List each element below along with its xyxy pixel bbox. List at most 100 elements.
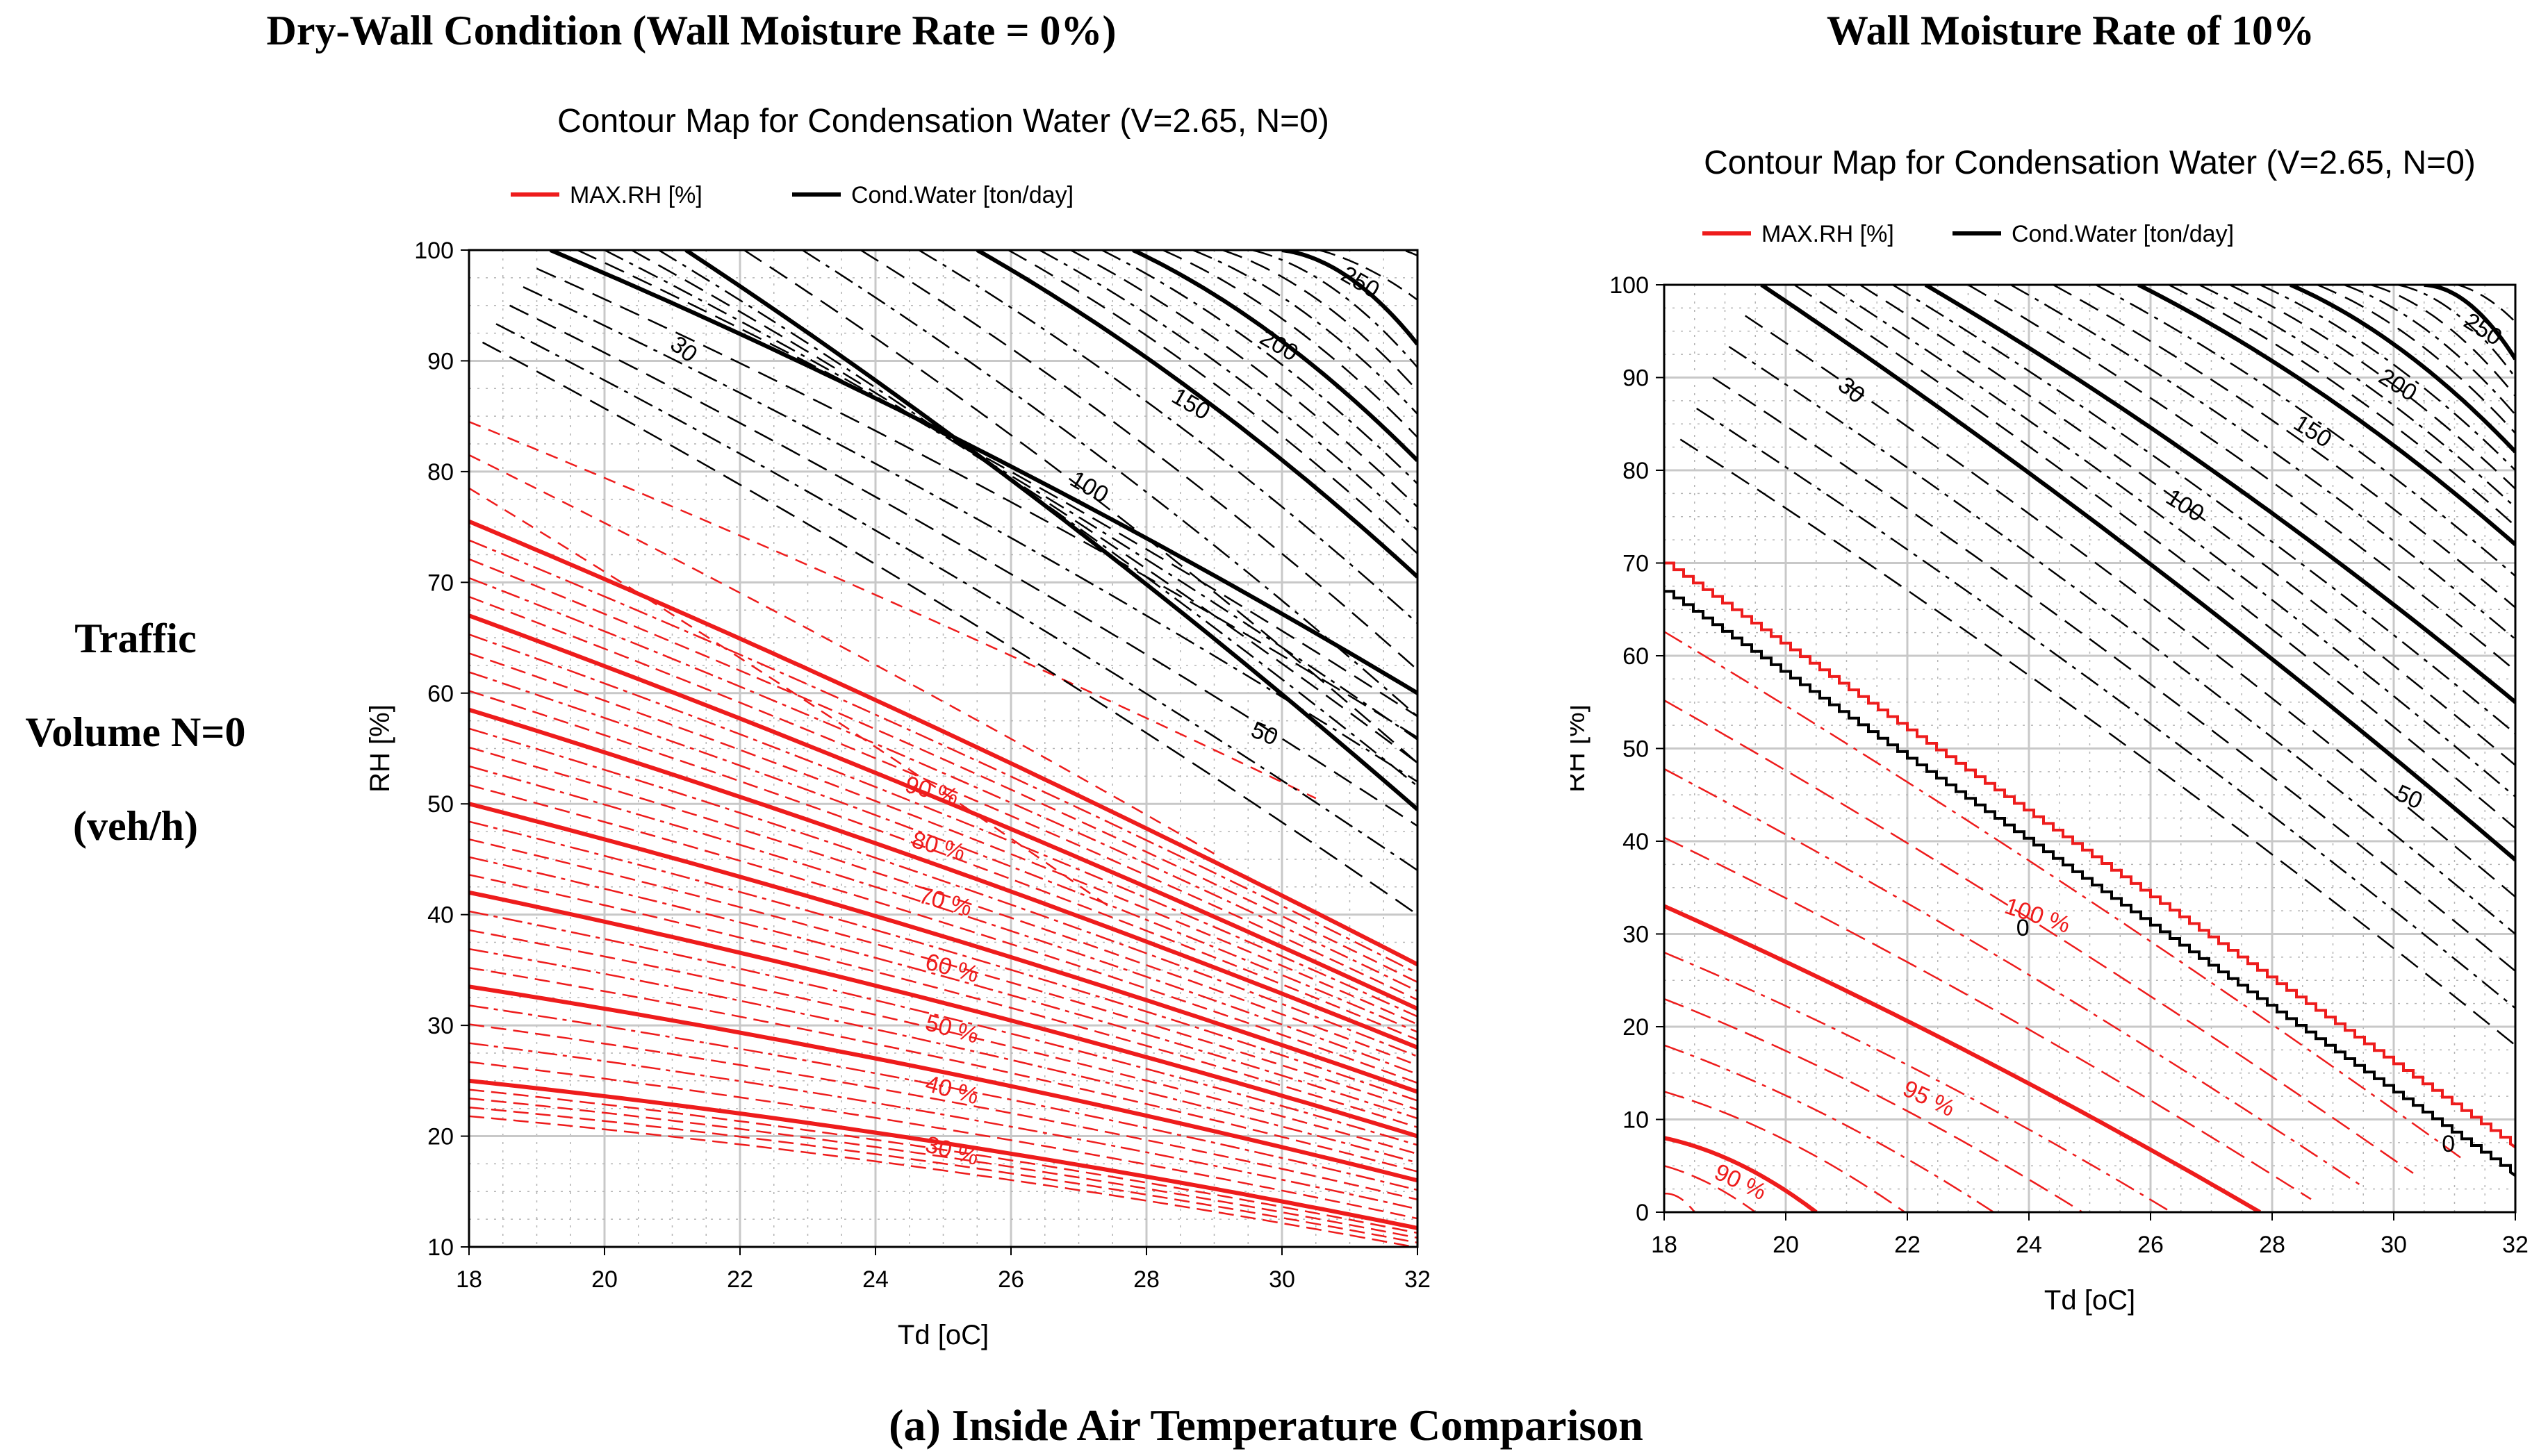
y-tick-label: 0 — [1636, 1200, 1649, 1226]
x-tick-label: 20 — [1773, 1232, 1799, 1258]
contour-black-minor — [1356, 250, 1417, 257]
axis-ticks: 18 20 22 24 26 28 30 32 10 20 30 40 50 60 70 80 90 100 — [414, 238, 1431, 1293]
panel-title-right: Wall Moisture Rate of 10% — [1826, 8, 2315, 53]
chart-title: Contour Map for Condensation Water (V=2.… — [557, 103, 1329, 140]
contour-red-minor — [469, 420, 1317, 800]
contour-black-150 — [2290, 285, 2515, 454]
contour-red-minor — [469, 910, 1417, 1146]
contour-red-60 — [469, 802, 1417, 1094]
x-tick-label: 24 — [862, 1266, 889, 1293]
contour-red-minor — [469, 1004, 1417, 1191]
y-tick-label: 50 — [427, 791, 454, 818]
y-tick-label: 70 — [1622, 551, 1649, 577]
contour-black-minor — [1712, 377, 2515, 972]
contour-black-30 — [1760, 285, 2515, 861]
x-axis-label: Td [oC] — [2044, 1285, 2135, 1316]
x-tick-label: 18 — [456, 1266, 482, 1293]
contour-red-minor — [469, 1106, 1417, 1244]
contour-red-minor — [469, 948, 1417, 1164]
contour-red-minor — [469, 595, 1417, 1001]
grid — [1663, 283, 2517, 1214]
legend-label-max-rh: MAX.RH [%] — [1761, 221, 1894, 247]
x-tick-label: 24 — [2016, 1232, 2042, 1258]
x-tick-label: 22 — [727, 1266, 753, 1293]
x-axis-label: Td [oC] — [898, 1320, 989, 1350]
y-tick-label: 10 — [1622, 1107, 1649, 1134]
contour-red-minor — [1664, 998, 2083, 1212]
contour-black-minor — [2515, 248, 2524, 285]
y-tick-label: 30 — [427, 1013, 454, 1039]
contour-black-minor — [1696, 407, 2515, 1009]
contour-red-minor — [469, 634, 1417, 1018]
contour-red-minor — [469, 558, 1417, 984]
contour-black-100 — [976, 250, 1417, 579]
contour-red-minor — [469, 671, 1417, 1033]
contour-label: 50 — [2392, 780, 2426, 815]
x-tick-label: 30 — [1269, 1266, 1295, 1293]
contour-red-minor — [469, 652, 1417, 1025]
contour-black-minor — [631, 250, 1417, 764]
contour-black-minor — [523, 286, 1417, 783]
contour-black-minor — [1251, 250, 1417, 368]
y-tick-label: 20 — [427, 1124, 454, 1150]
contour-red-minor — [469, 690, 1417, 1041]
contour-black-minor — [2168, 285, 2515, 527]
contour-black-minor — [1070, 250, 1417, 508]
contour-label: 60 % — [923, 948, 982, 988]
contour-red-minor — [469, 454, 1215, 855]
contour-red-minor — [469, 1098, 1417, 1239]
y-tick-label: 100 — [414, 238, 454, 264]
contour-black-minor — [1745, 315, 2515, 898]
contour-black-minor — [2229, 285, 2515, 490]
contour-red-70 — [469, 707, 1417, 1050]
contour-black-minor — [802, 250, 1417, 718]
contour-red-40 — [469, 984, 1417, 1183]
contour-red-minor — [1664, 836, 2312, 1200]
contour-black-30 — [549, 250, 1417, 695]
contour-red-90 — [1664, 1136, 1818, 1212]
y-tick-label: 80 — [427, 459, 454, 486]
legend: MAX.RH [%] Cond.Water [ton/day] — [1702, 221, 2234, 247]
x-tick-label: 20 — [591, 1266, 618, 1293]
contour-black-minor — [604, 250, 1417, 741]
contour-red-minor — [469, 929, 1417, 1155]
contour-black-minor — [1826, 285, 2515, 797]
y-tick-label: 50 — [1622, 736, 1649, 763]
contour-black-minor — [1162, 250, 1417, 438]
x-tick-label: 32 — [2502, 1232, 2529, 1258]
contour-black-minor — [1039, 250, 1417, 531]
contour-label: 100 % — [2001, 893, 2073, 938]
contour-red-minor — [1664, 1091, 1906, 1212]
contour-black-minor — [2457, 285, 2515, 323]
contour-black-minor — [536, 267, 1417, 738]
y-tick-label: 60 — [427, 681, 454, 707]
contour-label: 0 — [2442, 1131, 2455, 1157]
contour-black-minor — [1967, 285, 2515, 672]
contour-red-minor — [469, 1115, 1417, 1247]
contour-black-0 — [1664, 590, 2515, 1177]
contour-red-100 — [1664, 561, 2515, 1149]
contour-black-minor — [1393, 250, 1395, 251]
contour-black-minor — [2053, 285, 2515, 609]
contour-black-minor — [658, 250, 1417, 787]
contour-black-minor — [495, 323, 1417, 871]
contour-black-minor — [482, 341, 1417, 916]
y-axis-label: RH [%] — [365, 704, 395, 793]
contour-black-minor — [743, 250, 1417, 764]
contour-red-minor — [469, 784, 1417, 1084]
legend-label-cond-water: Cond.Water [ton/day] — [851, 182, 1074, 208]
contour-label: 100 — [2161, 484, 2208, 527]
x-tick-label: 28 — [2259, 1232, 2285, 1258]
contour-label: 150 — [2289, 410, 2336, 453]
contour-label: 0 — [2016, 915, 2030, 941]
contour-red-minor — [469, 1023, 1417, 1201]
contour-black-100 — [2137, 285, 2515, 547]
contour-red-minor — [469, 765, 1417, 1075]
contour-black-minor — [1192, 250, 1417, 415]
contour-red-minor — [469, 727, 1417, 1057]
legend-label-cond-water: Cond.Water [ton/day] — [2012, 221, 2234, 247]
contour-label: 150 — [1167, 383, 1215, 425]
x-tick-label: 32 — [1404, 1266, 1431, 1293]
contour-black-minor — [918, 250, 1417, 624]
contour-black-minor — [1679, 438, 2515, 1046]
